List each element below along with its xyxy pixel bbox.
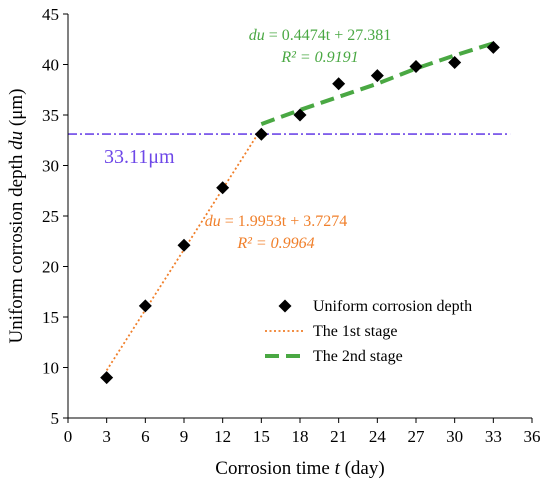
y-tick-label: 5 [51, 409, 60, 428]
data-point [409, 60, 423, 74]
x-tick-label: 9 [180, 427, 189, 446]
equation-text: = 0.4474t + 27.381 [265, 27, 392, 44]
legend-label: Uniform corrosion depth [313, 298, 472, 315]
equation-var: du [249, 27, 265, 44]
x-tick-label: 15 [253, 427, 270, 446]
y-tick-label: 35 [42, 106, 59, 125]
data-point [486, 40, 500, 54]
y-tick-label: 25 [42, 207, 59, 226]
x-tick-label: 21 [330, 427, 347, 446]
equation-var: du [205, 213, 221, 230]
x-tick-label: 33 [485, 427, 502, 446]
y-axis-title-prefix: Uniform corrosion depth [6, 150, 27, 344]
data-point [177, 238, 191, 252]
y-tick-label: 45 [42, 5, 59, 24]
r-squared-label: R² = 0.9964 [236, 235, 314, 252]
data-point [448, 55, 462, 69]
x-axis-title-var: t [335, 458, 341, 479]
plot-layer [68, 40, 511, 385]
equation-label: du = 0.4474t + 27.381 [249, 27, 392, 44]
x-tick-label: 27 [408, 427, 426, 446]
axes-layer: 0 3 6 9 12 15 18 21 24 27 30 33 3651015202530354045C… [6, 5, 541, 479]
x-tick-label: 18 [292, 427, 309, 446]
x-tick-label: 6 [141, 427, 150, 446]
x-tick-label: 12 [214, 427, 231, 446]
data-point [216, 181, 230, 195]
y-tick-label: 40 [42, 56, 59, 75]
annotation-layer: 33.11μm du = 0.4474t + 27.381 R² = 0.9191 d… [104, 27, 391, 252]
data-point [370, 69, 384, 83]
data-point [138, 299, 152, 313]
equation-text: = 1.9953t + 3.7274 [221, 213, 348, 230]
y-axis-title-suffix: (μm) [6, 88, 27, 130]
data-point [332, 77, 346, 91]
x-axis-title: Corrosion time t (day) [215, 458, 384, 479]
r-squared-label: R² = 0.9191 [280, 49, 358, 66]
legend-label: The 2nd stage [313, 348, 403, 365]
data-point [100, 371, 114, 385]
data-point [293, 108, 307, 122]
y-axis-title: Uniform corrosion depth du (μm) [6, 88, 27, 343]
x-axis-title-prefix: Corrosion time [215, 458, 334, 479]
x-tick-label: 0 [64, 427, 73, 446]
x-tick-label: 24 [369, 427, 387, 446]
x-tick-label: 3 [102, 427, 111, 446]
y-tick-label: 10 [42, 359, 59, 378]
x-axis-title-suffix: (day) [340, 458, 385, 479]
equation-label: du = 1.9953t + 3.7274 [205, 213, 348, 230]
legend: Uniform corrosion depth The 1st stage The … [265, 298, 472, 365]
y-tick-label: 20 [42, 258, 59, 277]
data-point [254, 127, 268, 141]
y-tick-label: 30 [42, 157, 59, 176]
stage1-fit-line [105, 128, 263, 371]
legend-marker-scatter [278, 299, 292, 313]
x-tick-label: 30 [446, 427, 463, 446]
y-tick-label: 15 [42, 308, 59, 327]
threshold-label: 33.11μm [104, 146, 175, 168]
y-axis-title-var: du [6, 131, 27, 150]
x-tick-label: 36 [524, 427, 541, 446]
legend-label: The 1st stage [313, 323, 397, 340]
